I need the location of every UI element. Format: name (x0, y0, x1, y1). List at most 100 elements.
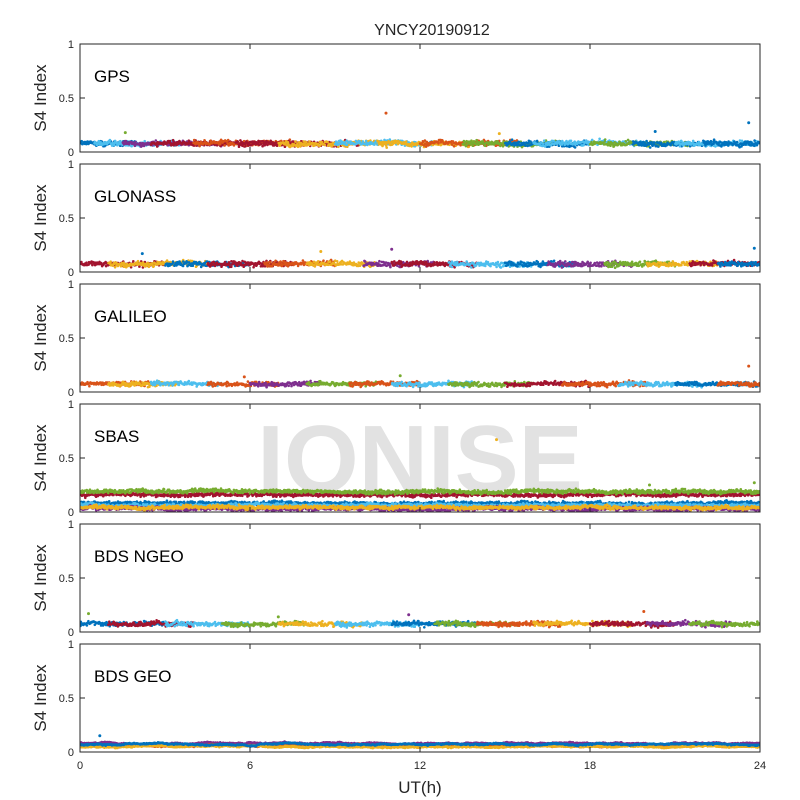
data-point (450, 143, 454, 146)
data-point (656, 263, 659, 266)
data-point (410, 264, 414, 267)
data-point (322, 259, 325, 263)
data-point (152, 264, 156, 268)
data-point (459, 144, 462, 147)
data-point (138, 265, 141, 268)
y-tick-label: 1 (68, 39, 74, 51)
data-point (753, 139, 756, 142)
data-point (535, 139, 539, 143)
data-point (678, 144, 682, 148)
data-point (648, 262, 651, 265)
data-point (287, 143, 290, 146)
data-point (493, 263, 497, 267)
data-point (91, 263, 94, 267)
data-point (748, 143, 752, 147)
data-point (648, 146, 652, 149)
outlier-point (747, 121, 751, 125)
scatter-points (80, 111, 760, 149)
data-point (489, 264, 492, 268)
data-point (453, 266, 456, 269)
data-point (481, 140, 485, 143)
data-point (308, 140, 311, 143)
data-point (177, 383, 181, 387)
data-point (506, 263, 510, 267)
data-point (624, 140, 628, 143)
data-point (754, 260, 757, 264)
data-point (261, 144, 264, 148)
data-point (541, 142, 545, 145)
data-point (198, 144, 201, 148)
data-point (296, 264, 300, 268)
data-point (133, 384, 136, 387)
data-point (117, 380, 120, 384)
outlier-point (319, 250, 323, 253)
data-point (750, 261, 753, 264)
data-point (450, 265, 454, 269)
data-point (270, 264, 274, 268)
data-point (548, 140, 552, 144)
outlier-point (497, 132, 501, 136)
data-point (283, 145, 287, 148)
data-point (224, 382, 228, 386)
data-point (470, 266, 473, 269)
data-point (519, 262, 522, 266)
data-point (502, 140, 505, 143)
data-point (565, 264, 569, 268)
data-point (265, 261, 269, 264)
data-point (274, 141, 278, 144)
data-point (318, 144, 322, 147)
data-point (499, 266, 503, 269)
data-point (504, 264, 508, 268)
data-point (235, 381, 239, 384)
data-point (326, 140, 329, 144)
data-point (516, 265, 519, 268)
data-point (549, 260, 553, 263)
data-point (155, 145, 159, 148)
data-point (621, 260, 625, 264)
data-point (751, 264, 754, 267)
data-point (88, 384, 91, 388)
data-point (589, 261, 592, 265)
data-point (141, 141, 145, 145)
data-point (385, 146, 389, 149)
panel-title: GPS (94, 67, 130, 86)
data-point (85, 261, 88, 265)
outlier-point (752, 246, 756, 250)
data-point (542, 139, 546, 142)
data-point (593, 261, 597, 265)
data-point (239, 261, 243, 265)
data-point (203, 139, 206, 142)
data-point (570, 260, 574, 264)
outlier-point (140, 252, 144, 256)
data-point (323, 143, 327, 147)
data-point (536, 260, 540, 264)
data-point (552, 139, 555, 143)
data-point (348, 260, 352, 263)
data-point (162, 143, 165, 146)
data-point (638, 260, 642, 264)
data-point (423, 139, 427, 142)
data-point (437, 142, 440, 145)
data-point (586, 260, 589, 264)
data-point (471, 144, 475, 147)
data-point (736, 264, 739, 267)
data-point (256, 385, 260, 388)
data-point (727, 144, 730, 147)
data-point (302, 140, 306, 143)
data-point (191, 383, 194, 386)
data-point (328, 260, 332, 263)
data-point (396, 264, 399, 268)
data-point (456, 260, 459, 264)
data-point (522, 141, 526, 145)
data-point (191, 264, 195, 268)
data-point (560, 266, 564, 269)
data-point (147, 265, 151, 269)
data-point (712, 138, 716, 141)
data-point (283, 382, 286, 386)
data-point (755, 143, 759, 147)
data-point (642, 263, 646, 267)
data-point (609, 144, 612, 147)
data-point (752, 144, 756, 148)
